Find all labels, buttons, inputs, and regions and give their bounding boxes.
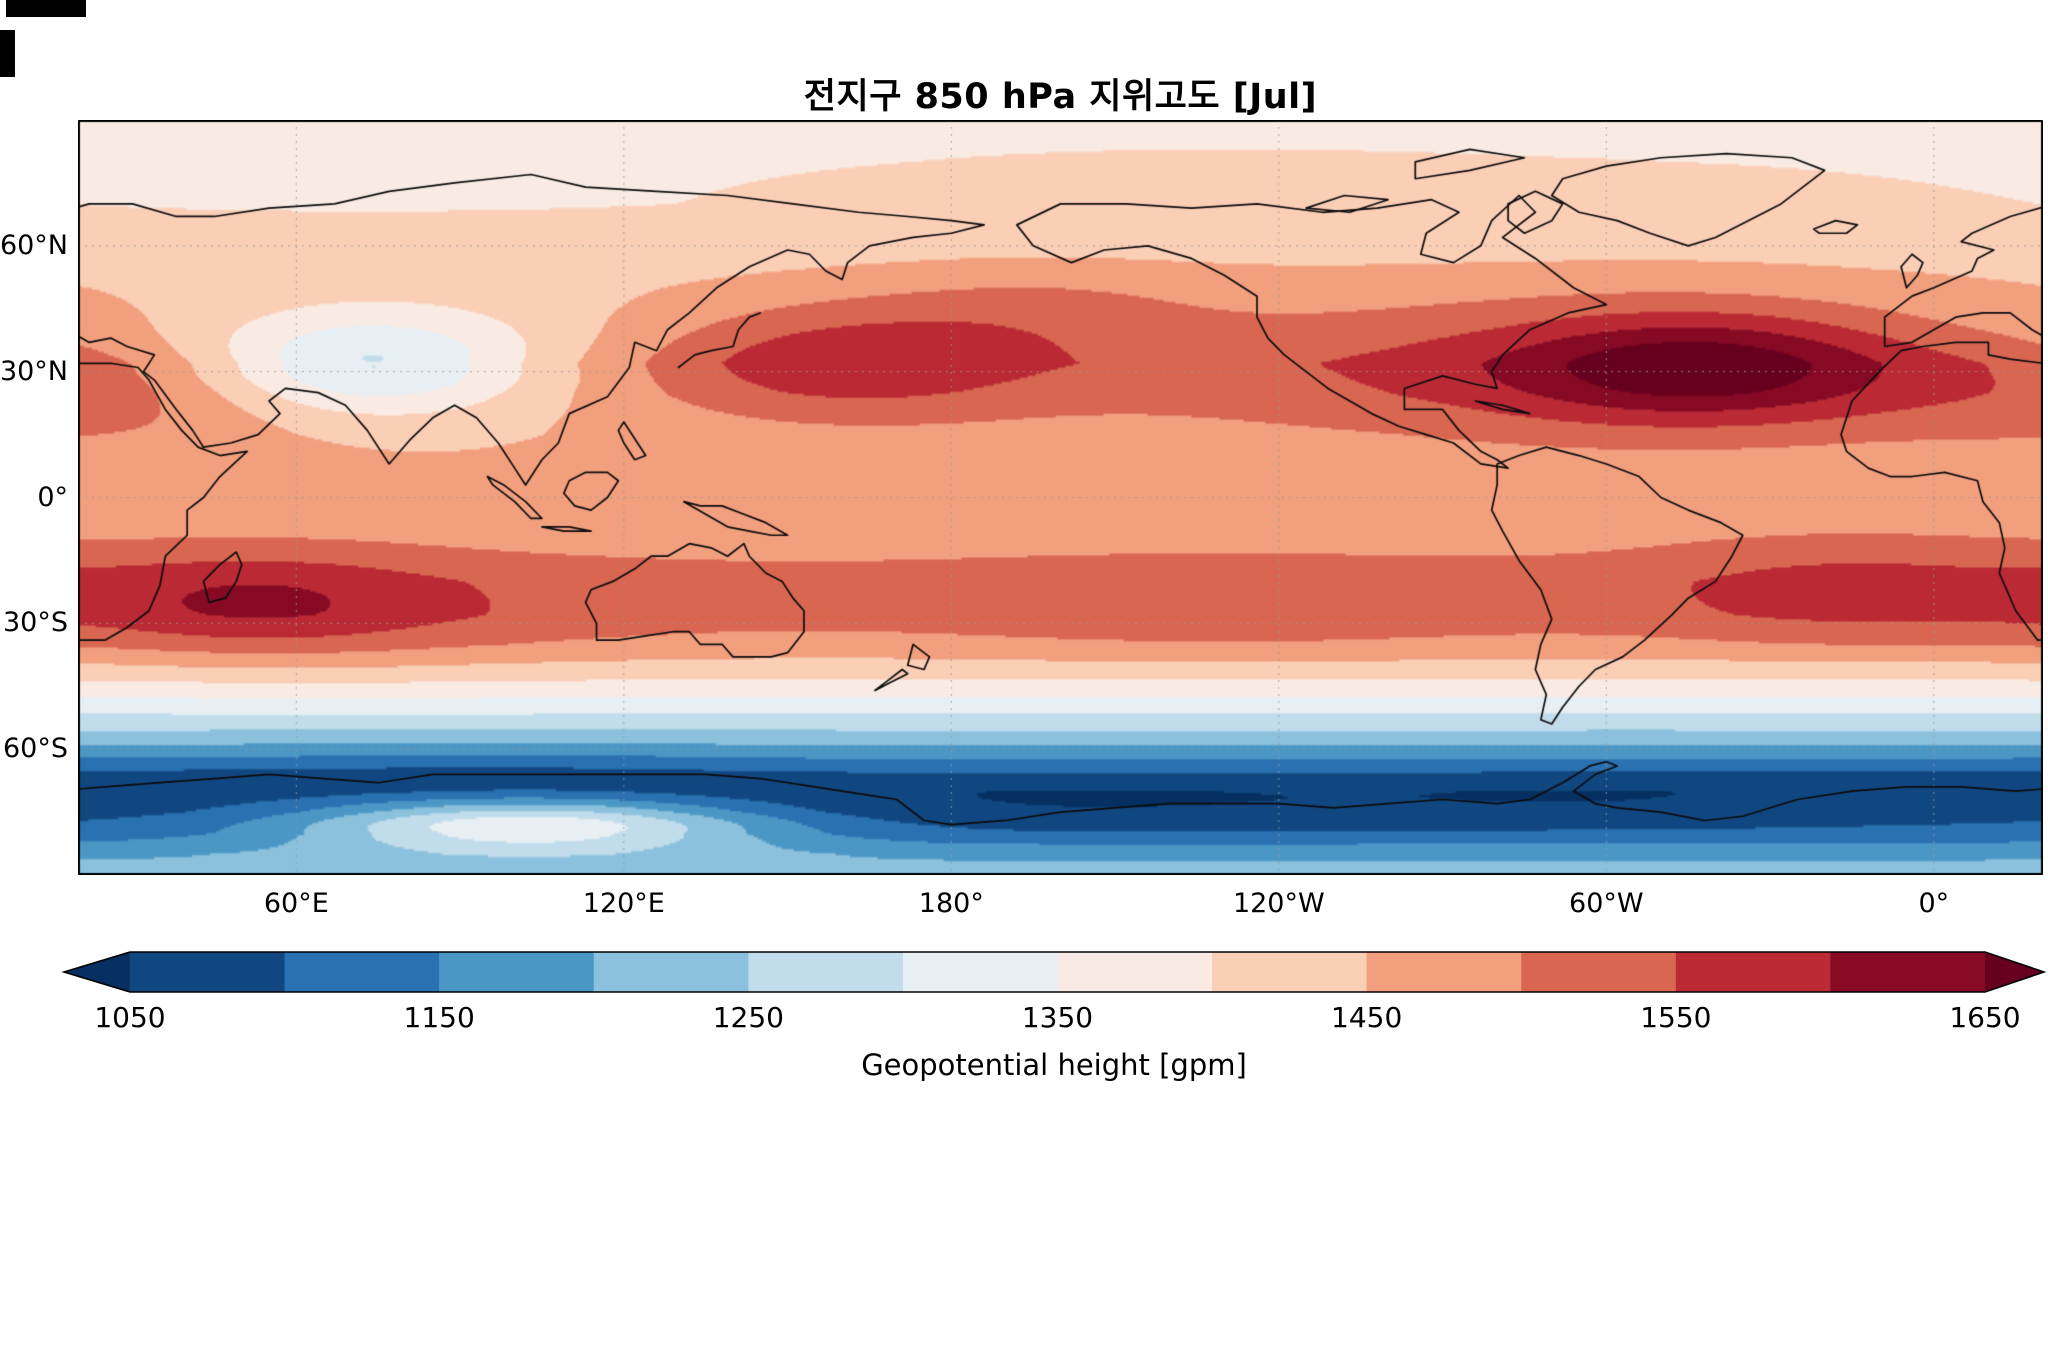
x-tick-label: 0° — [1918, 888, 1950, 919]
colorbar-outline — [61, 951, 2047, 993]
colorbar-segment — [902, 952, 1059, 992]
y-tick-label: 0° — [37, 481, 68, 513]
chart-title: 전지구 850 hPa 지위고도 [Jul] — [803, 77, 1318, 117]
colorbar-tick-label: 1450 — [1331, 1001, 1403, 1034]
colorbar-axis-label: Geopotential height [gpm] — [861, 1048, 1247, 1082]
colorbar-tick-label: 1250 — [712, 1001, 784, 1034]
colorbar-tick-label: 1350 — [1021, 1001, 1094, 1034]
y-tick-label: 60°N — [0, 229, 68, 261]
colorbar-segment — [1366, 952, 1522, 992]
y-tick-label: 30°N — [0, 355, 68, 387]
colorbar-segment — [130, 952, 286, 992]
colorbar-over-arrow — [1985, 952, 2044, 992]
y-tick-label: 60°S — [3, 733, 68, 765]
x-tick-label: 60°W — [1569, 888, 1644, 919]
x-tick-label: 120°E — [582, 888, 665, 919]
colorbar-tick-label: 1050 — [94, 1001, 166, 1034]
x-tick-label: 180° — [918, 888, 984, 919]
colorbar-segment — [1521, 952, 1677, 992]
colorbar-tick-label: 1550 — [1640, 1001, 1712, 1034]
screenshot-artifact-mark — [0, 30, 15, 77]
colorbar — [61, 951, 2047, 993]
colorbar-segment — [284, 952, 440, 992]
colorbar-segment — [1830, 952, 1986, 992]
contour-map-canvas — [78, 120, 2043, 875]
colorbar-tick-label: 1150 — [403, 1001, 475, 1034]
colorbar-segment — [1675, 952, 1832, 992]
x-tick-label: 120°W — [1232, 888, 1325, 919]
colorbar-tick-label: 1650 — [1949, 1001, 2021, 1034]
colorbar-under-arrow — [64, 952, 130, 992]
colorbar-segment — [1212, 952, 1368, 992]
colorbar-segment — [748, 952, 904, 992]
screenshot-artifact-mark — [6, 0, 86, 17]
colorbar-segment — [1057, 952, 1213, 992]
colorbar-segment — [439, 952, 595, 992]
x-tick-label: 60°E — [263, 888, 329, 919]
colorbar-segment — [593, 952, 750, 992]
y-tick-label: 30°S — [3, 607, 68, 639]
